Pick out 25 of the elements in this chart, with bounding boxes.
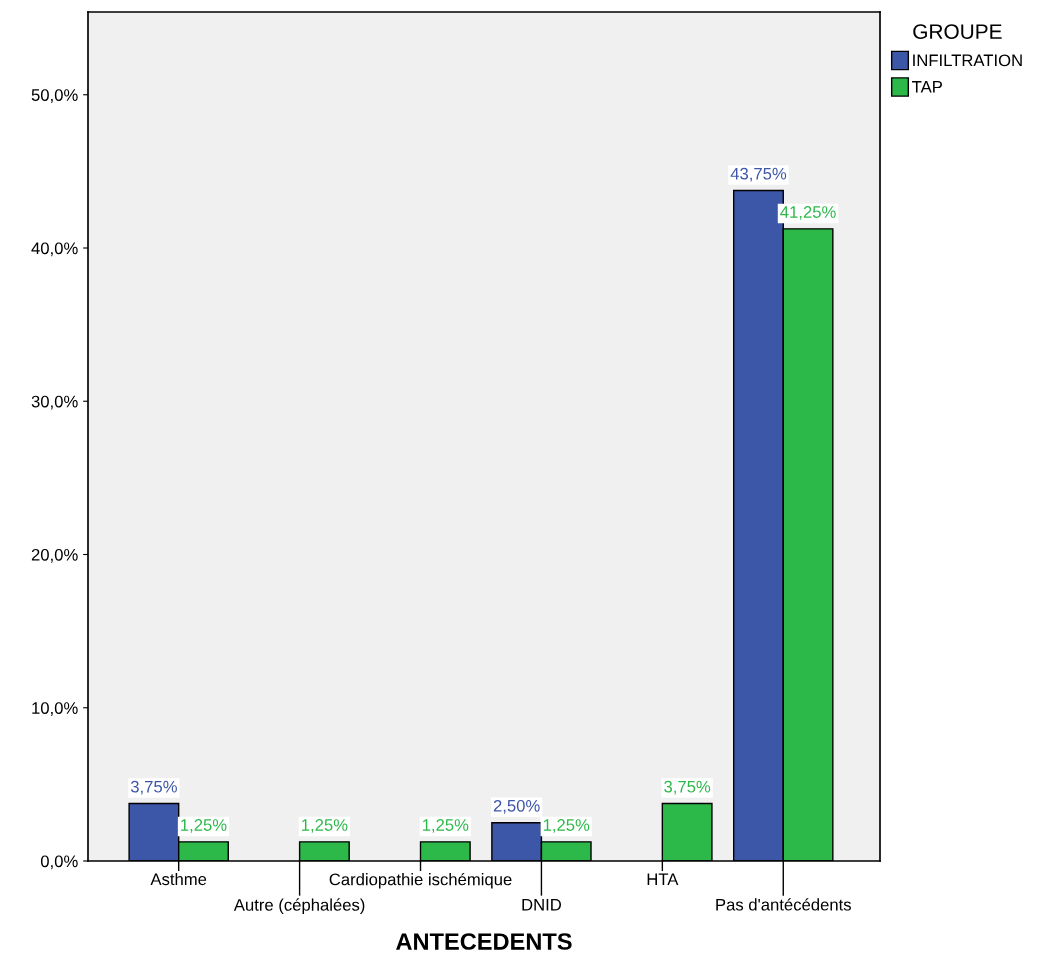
x-axis-title: ANTECEDENTS <box>396 933 572 950</box>
data-label: 1,25% <box>543 819 590 833</box>
data-label: 3,75% <box>664 780 711 795</box>
legend-title: GROUPE <box>913 24 1002 39</box>
data-label: 1,25% <box>181 819 227 833</box>
y-tick-label: 10,0% <box>32 702 78 716</box>
x-tick-label: DNID <box>522 898 562 911</box>
y-tick-label: 20,0% <box>31 548 78 563</box>
data-label: 41,25% <box>780 206 836 220</box>
x-tick-label: Pas d'antécédents <box>716 898 851 911</box>
data-label: 43,75% <box>730 167 787 182</box>
x-tick-label: HTA <box>647 873 679 885</box>
y-tick-label: 30,0% <box>31 395 78 410</box>
x-tick-label: Autre (céphalées) <box>233 898 365 915</box>
y-tick-label: 40,0% <box>31 242 78 257</box>
data-label: 1,25% <box>422 819 469 833</box>
legend-label: TAP <box>912 81 942 93</box>
x-tick-label: Asthme <box>150 872 207 886</box>
legend-label: INFILTRATION <box>913 54 1022 67</box>
data-label: 1,25% <box>302 819 348 833</box>
y-tick-label: 50,0% <box>31 89 78 103</box>
y-tick-label: 0,0% <box>40 855 78 870</box>
x-tick-label: Cardiopathie ischémique <box>329 872 512 889</box>
data-label: 2,50% <box>493 799 540 814</box>
data-label: 3,75% <box>130 780 177 795</box>
